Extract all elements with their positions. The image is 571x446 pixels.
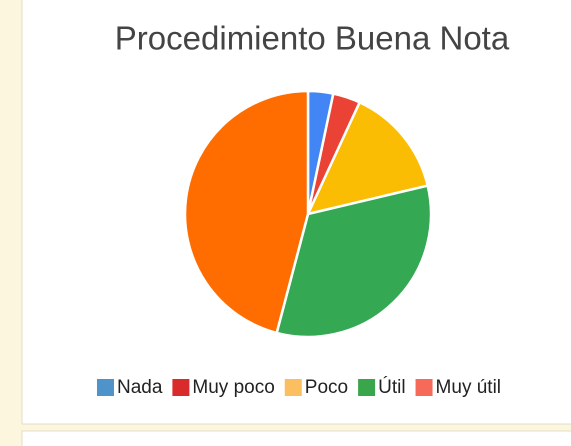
- legend-swatch: [284, 379, 302, 396]
- pie-slice: [275, 184, 433, 339]
- chart-title: Procedimiento Buena Nota: [115, 20, 510, 57]
- pie-slice: [305, 100, 430, 216]
- legend-swatch: [358, 379, 376, 396]
- legend-swatch: [415, 379, 433, 396]
- pie-slice: [183, 89, 310, 335]
- legend-label: Poco: [305, 377, 348, 398]
- legend-label: Muy útil: [436, 377, 501, 398]
- legend-label: Nada: [117, 377, 163, 398]
- next-card: [21, 430, 571, 446]
- legend-swatch: [96, 379, 114, 396]
- legend-label: Útil: [378, 376, 405, 398]
- legend-label: Muy poco: [192, 377, 274, 398]
- legend-swatch: [172, 379, 190, 396]
